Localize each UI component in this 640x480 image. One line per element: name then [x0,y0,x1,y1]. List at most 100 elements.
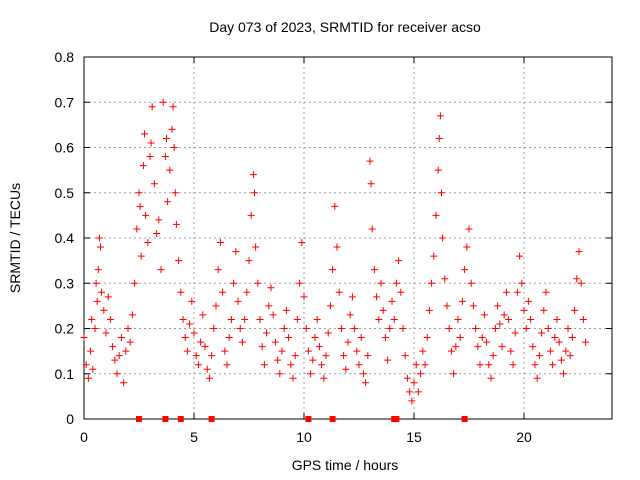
data-point [520,306,528,314]
data-point [419,347,427,355]
data-gap-marker [162,416,169,422]
data-point [524,297,532,305]
data-point [300,293,308,301]
data-point [560,370,568,378]
data-point [265,302,273,310]
data-point [507,347,515,355]
data-point [274,356,282,364]
data-point [104,293,112,301]
data-point [135,189,143,197]
data-point [516,252,524,260]
data-point [542,288,550,296]
data-point [346,311,354,319]
data-point [342,365,350,373]
data-point [136,202,144,210]
data-point [161,153,169,161]
data-point [282,306,290,314]
data-point [87,347,95,355]
data-point [210,325,218,332]
data-point [348,293,356,301]
data-point [370,266,378,274]
data-point [216,239,224,247]
y-tick-label: 0.7 [55,94,75,110]
data-point [474,343,482,351]
data-point [421,361,429,369]
data-point [267,284,275,292]
data-point [522,325,530,332]
data-point [575,248,583,256]
data-point [205,374,213,382]
data-point [227,315,235,323]
data-point [271,338,279,346]
data-point [197,338,205,346]
y-tick-label: 0.5 [55,185,75,201]
data-point [353,347,361,355]
data-point [414,388,422,396]
data-point [518,279,526,287]
data-point [311,334,319,342]
data-point [146,153,154,161]
data-point [141,130,148,138]
data-point [531,361,539,369]
data-point [443,302,451,310]
data-point [188,297,196,305]
data-point [489,352,497,360]
data-point [124,325,132,332]
data-point [388,297,396,305]
data-point [183,347,191,355]
data-point [326,302,334,310]
y-tick-label: 0.6 [55,140,75,156]
data-point [199,311,207,319]
data-point [256,315,264,323]
axis-ticks: 0 0.1 0.2 0.3 0.4 0.5 0.6 0.7 0.8 0 5 10 15 20 [55,49,612,445]
data-point [120,379,128,387]
data-point [168,125,176,133]
data-point [192,352,200,360]
data-point [95,234,103,242]
data-point [438,189,445,197]
data-gap-marker [177,416,184,422]
data-point [258,343,266,351]
data-point [384,356,392,364]
data-point [126,338,134,346]
data-point [80,334,88,342]
data-point [335,288,343,296]
data-point [113,370,121,378]
data-point [171,189,179,197]
data-point [315,343,323,351]
data-point [181,334,189,342]
chart-title: Day 073 of 2023, SRMTID for receiver acs… [209,19,481,35]
y-tick-label: 0.1 [55,366,75,382]
data-point [373,293,381,301]
data-point [362,379,370,387]
data-point [269,311,277,319]
x-tick-label: 15 [406,429,422,445]
data-point [467,279,475,287]
data-point [169,103,177,111]
data-point [463,243,471,251]
data-point [406,388,414,396]
data-point [456,334,464,342]
data-point [432,211,440,219]
data-point [98,288,106,296]
data-point [254,279,262,287]
data-point [425,306,433,314]
data-point [538,329,546,337]
data-point [241,315,249,323]
data-point [296,279,304,287]
data-point [94,266,102,274]
data-gap-markers [136,416,468,422]
data-point [379,306,387,314]
data-point [223,361,231,369]
data-point [203,365,211,373]
data-series-srmtid [80,98,590,405]
data-point [509,361,517,369]
data-point [573,275,581,283]
data-point [417,370,425,378]
data-gap-marker [305,416,312,422]
data-point [97,243,104,251]
data-point [287,361,295,369]
data-point [551,334,559,342]
data-point [293,315,301,323]
data-point [91,325,99,332]
